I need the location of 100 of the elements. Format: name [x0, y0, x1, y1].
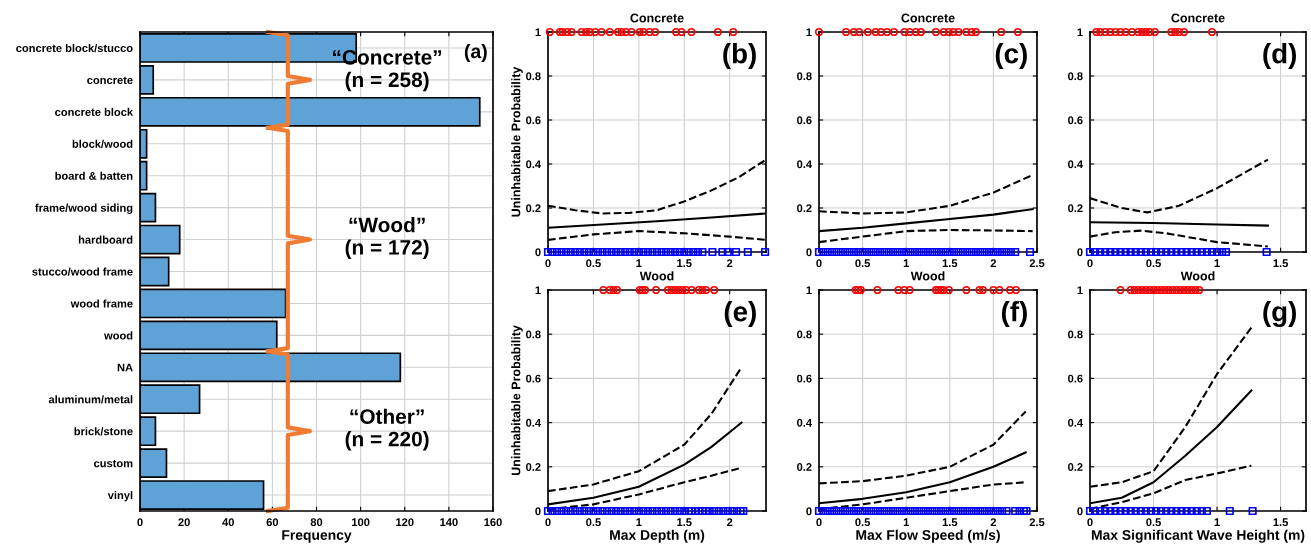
y-tick-label: 0.4 — [797, 418, 812, 427]
annotation: (f) — [1001, 301, 1027, 327]
y-tick-label: 0.6 — [1068, 374, 1083, 383]
y-axis-title: Uninhabitable Probability — [511, 66, 523, 217]
x-tick-label: 1 — [636, 259, 642, 267]
y-tick-label: 1 — [1077, 28, 1083, 37]
y-tick-label: 0.8 — [526, 330, 541, 339]
annotation: (c) — [995, 43, 1027, 69]
x-tick-label: 1.5 — [677, 259, 692, 268]
chart-title: Wood — [639, 271, 674, 281]
x-axis-title: Frequency — [282, 530, 352, 543]
y-tick-label: 0 — [806, 248, 812, 257]
x-tick-label: 100 — [352, 518, 370, 527]
x-tick-label: 1.5 — [677, 518, 692, 527]
y-tick-label: 0 — [535, 248, 541, 257]
x-tick-label: 60 — [266, 518, 279, 527]
x-tick-label: 0.5 — [1146, 259, 1161, 268]
x-tick-label: 2.5 — [1029, 259, 1045, 268]
y-tick-label: 1 — [535, 286, 541, 295]
y-tick-label: custom — [93, 459, 133, 468]
y-tick-label: 0.4 — [526, 418, 541, 427]
y-tick-label: 1 — [806, 286, 812, 295]
x-tick-label: 1 — [1214, 259, 1220, 267]
y-tick-label: vinyl — [107, 491, 133, 502]
x-tick-label: 0.5 — [1146, 518, 1161, 527]
x-tick-label: 1 — [636, 518, 642, 526]
x-axis-title: Max Significant Wave Height (m) — [1091, 529, 1305, 543]
x-tick-label: 1.5 — [942, 518, 958, 527]
y-tick-label: 0.2 — [1068, 463, 1083, 471]
x-tick-label: 1 — [1214, 518, 1220, 526]
y-tick-label: 0.6 — [1068, 116, 1083, 125]
annotation: (e) — [724, 301, 756, 327]
y-tick-label: 0.8 — [1068, 330, 1083, 339]
y-tick-label: 0 — [535, 507, 541, 516]
x-tick-label: 140 — [440, 518, 458, 527]
x-tick-label: 160 — [484, 518, 502, 527]
annotation: (b) — [723, 43, 756, 69]
chart-title: Concrete — [630, 13, 684, 23]
chart-title: Wood — [910, 271, 945, 281]
x-tick-label: 2 — [990, 518, 997, 526]
y-tick-label: stucco/wood frame — [32, 267, 133, 276]
y-tick-label: 0.2 — [526, 463, 541, 471]
x-tick-label: 1 — [903, 259, 909, 267]
x-tick-label: 0.5 — [855, 259, 871, 268]
x-tick-label: 40 — [222, 518, 234, 527]
x-tick-label: 1.5 — [1273, 259, 1288, 268]
annotation: “Other” (n = 220) — [345, 408, 429, 451]
y-tick-label: 1 — [1077, 286, 1083, 295]
x-tick-label: 0 — [1087, 259, 1093, 268]
annotation: “Wood” (n = 172) — [345, 217, 429, 259]
y-tick-label: 0.8 — [526, 72, 541, 81]
y-tick-label: brick/stone — [74, 427, 133, 436]
y-tick-label: concrete block/stucco — [16, 43, 133, 53]
x-tick-label: 0 — [816, 259, 822, 268]
x-tick-label: 0.5 — [586, 518, 601, 527]
y-tick-label: 0.4 — [526, 160, 541, 169]
x-tick-label: 2.5 — [1029, 518, 1045, 527]
x-tick-label: 1 — [903, 518, 909, 526]
y-tick-label: 1 — [535, 28, 541, 37]
chart-title: Wood — [1180, 271, 1215, 281]
y-tick-label: 0.2 — [526, 204, 541, 213]
y-tick-label: 0 — [1077, 248, 1083, 257]
annotation: (g) — [1263, 301, 1296, 328]
y-tick-label: 0.8 — [1068, 72, 1083, 81]
y-tick-label: NA — [117, 363, 133, 372]
y-tick-label: 0 — [1077, 507, 1083, 516]
x-tick-label: 20 — [178, 518, 190, 527]
x-tick-label: 1.5 — [1273, 518, 1288, 527]
y-tick-label: wood frame — [70, 299, 133, 308]
x-tick-label: 0 — [545, 518, 551, 527]
y-tick-label: block/wood — [72, 139, 133, 149]
x-tick-label: 120 — [396, 518, 414, 527]
chart-title: Concrete — [1171, 13, 1225, 23]
y-axis-title: Uninhabitable Probability — [511, 325, 523, 476]
y-tick-label: 0.6 — [526, 116, 541, 125]
x-tick-label: 0 — [816, 518, 822, 527]
y-tick-label: wood — [104, 331, 133, 340]
x-tick-label: 0 — [1087, 518, 1093, 527]
y-tick-label: 0.4 — [797, 160, 812, 169]
x-tick-label: 2 — [726, 259, 733, 267]
x-tick-label: 2 — [990, 259, 997, 267]
x-tick-label: 0.5 — [855, 518, 871, 527]
x-tick-label: 0.5 — [586, 259, 601, 268]
y-tick-label: 0.8 — [797, 72, 812, 81]
y-tick-label: 0.2 — [797, 204, 812, 213]
y-tick-label: 0.2 — [1068, 204, 1083, 213]
y-tick-label: hardboard — [78, 235, 133, 244]
y-tick-label: frame/wood siding — [35, 203, 133, 215]
y-tick-label: 0.6 — [526, 374, 541, 383]
chart-title: Concrete — [901, 13, 955, 23]
x-axis-title: Max Flow Speed (m/s) — [856, 529, 1000, 543]
y-tick-label: 0.4 — [1068, 160, 1083, 169]
x-tick-label: 1.5 — [942, 259, 958, 268]
y-tick-label: 0.6 — [797, 116, 812, 125]
y-tick-label: 0.6 — [797, 374, 812, 383]
y-tick-label: 1 — [806, 28, 812, 37]
annotation: (d) — [1263, 43, 1296, 69]
y-tick-label: 0.2 — [797, 463, 812, 471]
y-tick-label: concrete block — [55, 107, 134, 116]
y-tick-label: board & batten — [55, 171, 133, 180]
